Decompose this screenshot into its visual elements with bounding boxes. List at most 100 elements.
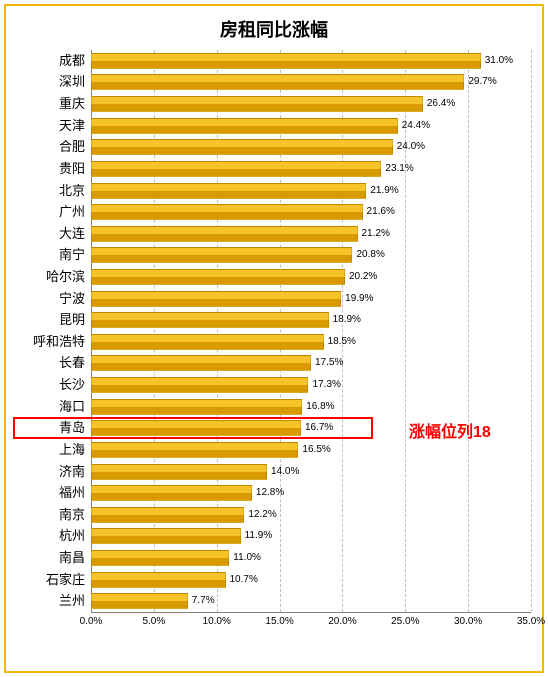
category-label: 南宁 [59, 247, 91, 263]
value-label: 18.5% [328, 336, 356, 347]
bar [91, 183, 366, 199]
category-label: 成都 [59, 53, 91, 69]
value-label: 18.9% [333, 314, 361, 325]
bar-row: 11.9%杭州 [91, 528, 531, 544]
bar-row: 17.3%长沙 [91, 377, 531, 393]
x-tick-label: 30.0% [454, 616, 482, 627]
category-label: 福州 [59, 485, 91, 501]
value-label: 23.1% [385, 163, 413, 174]
bar [91, 312, 329, 328]
category-label: 深圳 [59, 74, 91, 90]
bar-row: 31.0%成都 [91, 53, 531, 69]
bar [91, 464, 267, 480]
category-label: 长沙 [59, 377, 91, 393]
bar [91, 355, 311, 371]
category-label: 青岛 [59, 420, 91, 436]
bar [91, 420, 301, 436]
value-label: 10.7% [230, 574, 258, 585]
category-label: 北京 [59, 183, 91, 199]
x-tick-label: 25.0% [391, 616, 419, 627]
bar [91, 528, 241, 544]
bar [91, 572, 226, 588]
bar-row: 23.1%贵阳 [91, 161, 531, 177]
value-label: 21.6% [367, 206, 395, 217]
category-label: 兰州 [59, 593, 91, 609]
bar [91, 269, 345, 285]
value-label: 26.4% [427, 98, 455, 109]
value-label: 31.0% [485, 55, 513, 66]
bar-row: 18.5%呼和浩特 [91, 334, 531, 350]
bar-row: 7.7%兰州 [91, 593, 531, 609]
x-tick-label: 0.0% [80, 616, 103, 627]
bar-row: 20.2%哈尔滨 [91, 269, 531, 285]
bar [91, 96, 423, 112]
bar [91, 247, 352, 263]
bar-row: 14.0%济南 [91, 464, 531, 480]
bar [91, 399, 302, 415]
bar-row: 20.8%南宁 [91, 247, 531, 263]
value-label: 24.0% [397, 141, 425, 152]
bar-row: 11.0%南昌 [91, 550, 531, 566]
category-label: 石家庄 [46, 572, 91, 588]
category-label: 济南 [59, 464, 91, 480]
category-label: 昆明 [59, 312, 91, 328]
grid-line [531, 50, 532, 612]
category-label: 重庆 [59, 96, 91, 112]
bar-row: 24.4%天津 [91, 118, 531, 134]
bar [91, 334, 324, 350]
category-label: 长春 [59, 355, 91, 371]
value-label: 16.5% [302, 444, 330, 455]
x-tick-label: 5.0% [142, 616, 165, 627]
bar-row: 12.8%福州 [91, 485, 531, 501]
value-label: 17.5% [315, 357, 343, 368]
bar-row: 12.2%南京 [91, 507, 531, 523]
bar [91, 291, 341, 307]
bar-row: 19.9%宁波 [91, 291, 531, 307]
category-label: 广州 [59, 204, 91, 220]
bar [91, 53, 481, 69]
bar-row: 16.5%上海 [91, 442, 531, 458]
category-label: 宁波 [59, 291, 91, 307]
value-label: 12.2% [248, 509, 276, 520]
value-label: 11.9% [245, 530, 273, 541]
bar [91, 593, 188, 609]
value-label: 21.9% [370, 185, 398, 196]
category-label: 南京 [59, 507, 91, 523]
bar [91, 550, 229, 566]
bar-row: 21.9%北京 [91, 183, 531, 199]
bar [91, 161, 381, 177]
bar-row: 18.9%昆明 [91, 312, 531, 328]
chart-title: 房租同比涨幅 [6, 6, 542, 48]
x-tick-label: 10.0% [203, 616, 231, 627]
chart-container: 房租同比涨幅 0.0% 5.0% 10.0% 15.0% 20.0% 25.0% 30.0%… [4, 4, 544, 673]
category-label: 天津 [59, 118, 91, 134]
bar [91, 377, 308, 393]
bar-row: 21.2%大连 [91, 226, 531, 242]
bar [91, 485, 252, 501]
category-label: 杭州 [59, 528, 91, 544]
value-label: 12.8% [256, 487, 284, 498]
bar [91, 118, 398, 134]
value-label: 20.8% [356, 249, 384, 260]
bar-row: 29.7%深圳 [91, 74, 531, 90]
bar-row: 21.6%广州 [91, 204, 531, 220]
value-label: 20.2% [349, 271, 377, 282]
category-label: 贵阳 [59, 161, 91, 177]
value-label: 17.3% [312, 379, 340, 390]
bar-row: 10.7%石家庄 [91, 572, 531, 588]
highlight-annotation: 涨幅位列18 [409, 418, 491, 442]
bar-row: 26.4%重庆 [91, 96, 531, 112]
x-tick-label: 20.0% [328, 616, 356, 627]
value-label: 24.4% [402, 120, 430, 131]
x-tick-label: 15.0% [265, 616, 293, 627]
bar-row: 17.5%长春 [91, 355, 531, 371]
value-label: 29.7% [468, 76, 496, 87]
bar [91, 507, 244, 523]
category-label: 哈尔滨 [46, 269, 91, 285]
category-label: 上海 [59, 442, 91, 458]
bar [91, 442, 298, 458]
value-label: 16.7% [305, 422, 333, 433]
bar-row: 16.8%海口 [91, 399, 531, 415]
category-label: 呼和浩特 [33, 334, 91, 350]
category-label: 海口 [59, 399, 91, 415]
